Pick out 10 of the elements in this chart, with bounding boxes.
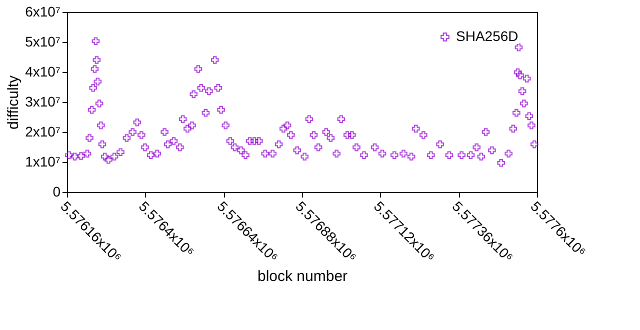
y-tick-label: 6x10⁷ xyxy=(25,4,60,20)
x-axis-title: block number xyxy=(257,268,348,286)
y-tick-label: 1x10⁷ xyxy=(25,154,60,170)
y-axis-title: difficulty xyxy=(5,75,22,130)
y-tick-label: 5x10⁷ xyxy=(25,34,60,50)
y-tick-label: 2x10⁷ xyxy=(25,124,60,140)
y-tick-label: 3x10⁷ xyxy=(25,94,60,110)
y-tick-label: 0 xyxy=(52,184,61,200)
y-tick-label: 4x10⁷ xyxy=(25,64,60,80)
legend-label: SHA256D xyxy=(456,28,518,44)
